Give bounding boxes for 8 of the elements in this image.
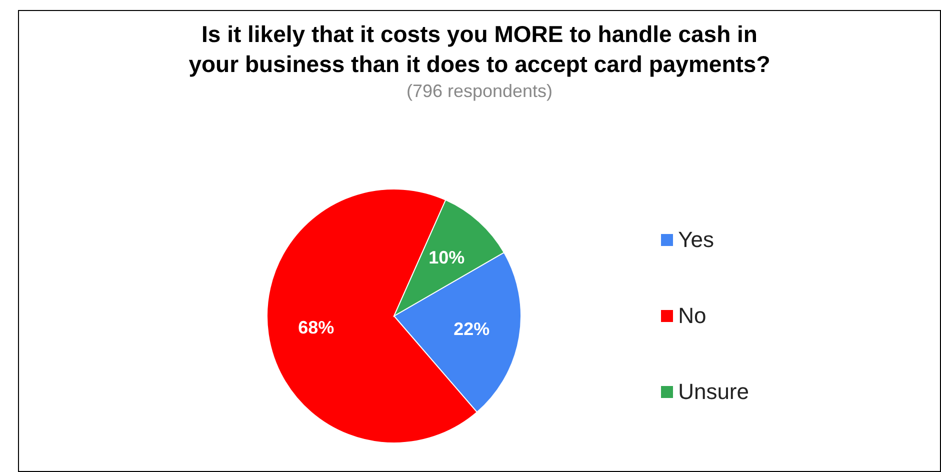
chart-title: Is it likely that it costs you MORE to handle cash in your business than it does to accept card payments?: [188, 20, 772, 79]
data-label: 22%: [454, 319, 490, 340]
legend-label: Unsure: [678, 379, 749, 405]
legend-label: No: [678, 303, 706, 329]
data-label: 68%: [298, 318, 334, 338]
data-label: 10%: [428, 247, 465, 268]
chart-subtitle: (796 respondents): [405, 80, 554, 103]
legend-label: Yes: [678, 227, 714, 253]
